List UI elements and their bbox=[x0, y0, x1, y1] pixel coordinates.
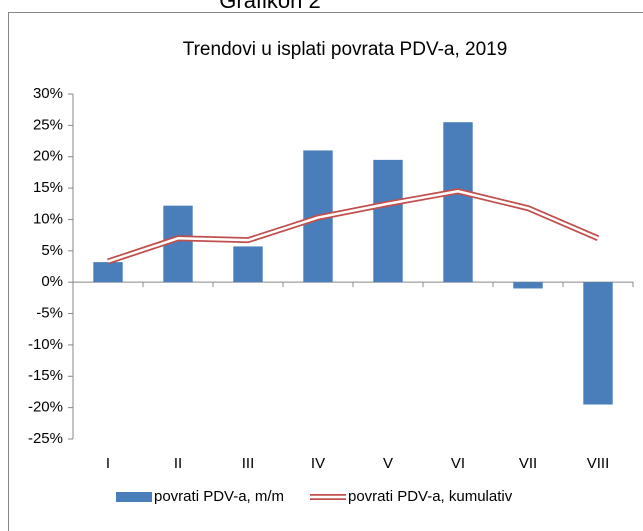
legend-label: povrati PDV-a, m/m bbox=[154, 488, 284, 505]
legend-swatch bbox=[116, 492, 152, 502]
x-tick-label: III bbox=[242, 455, 255, 472]
legend-label: povrati PDV-a, kumulativ bbox=[348, 488, 513, 505]
y-tick-label: 20% bbox=[33, 148, 63, 165]
y-tick-label: 10% bbox=[33, 210, 63, 227]
y-tick-label: -10% bbox=[28, 336, 63, 353]
x-tick-label: VI bbox=[451, 455, 465, 472]
chart-frame bbox=[8, 12, 643, 531]
bar bbox=[443, 122, 473, 283]
chart-title: Trendovi u isplati povrata PDV-a, 2019 bbox=[183, 39, 508, 60]
x-tick-label: V bbox=[383, 455, 393, 472]
y-tick-label: -25% bbox=[28, 430, 63, 447]
line-series-inner bbox=[107, 189, 599, 263]
bar bbox=[233, 246, 263, 283]
bar bbox=[513, 282, 543, 289]
x-tick-label: VII bbox=[519, 455, 537, 472]
x-tick-label: I bbox=[106, 455, 110, 472]
y-tick-label: -15% bbox=[28, 367, 63, 384]
y-tick-label: 15% bbox=[33, 179, 63, 196]
figure-heading: Grafikon 2 bbox=[219, 0, 321, 13]
bar bbox=[93, 262, 123, 283]
x-tick-label: VIII bbox=[587, 455, 610, 472]
bar bbox=[583, 282, 613, 405]
bar bbox=[373, 159, 403, 283]
x-tick-label: IV bbox=[311, 455, 325, 472]
x-tick-label: II bbox=[174, 455, 182, 472]
y-tick-label: -20% bbox=[28, 399, 63, 416]
y-tick-label: 5% bbox=[41, 242, 63, 259]
y-tick-label: 0% bbox=[41, 273, 63, 290]
y-tick-label: 30% bbox=[33, 85, 63, 102]
y-tick-label: 25% bbox=[33, 116, 63, 133]
y-tick-label: -5% bbox=[36, 305, 63, 322]
